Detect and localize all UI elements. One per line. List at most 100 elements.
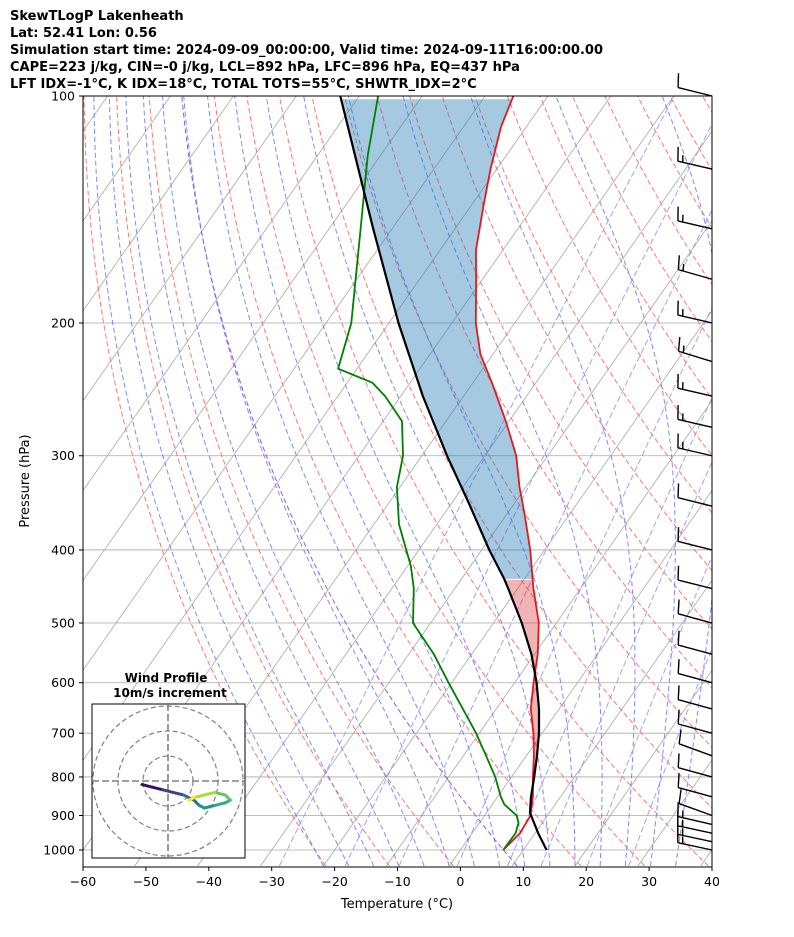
dry-adiabat-line	[278, 96, 709, 867]
y-tick-label: 900	[51, 808, 75, 823]
hodograph-segment	[140, 783, 154, 789]
indices-line-2: LFT IDX=-1°C, K IDX=18°C, TOTAL TOTS=55°…	[10, 77, 477, 92]
moist-adiabat-line	[183, 96, 450, 867]
hodograph-segment	[202, 790, 217, 797]
profile-lines	[337, 96, 548, 851]
dry-adiabat-line	[735, 96, 794, 866]
mixing-ratio-line	[628, 647, 712, 867]
hodograph-segment	[161, 788, 175, 794]
mixing-ratio-line	[586, 554, 712, 867]
wind-barb	[677, 336, 713, 363]
wind-barb	[677, 709, 713, 734]
dry-adiabat-line	[246, 96, 645, 867]
inset-title: Wind Profile	[125, 671, 208, 685]
wind-barb	[677, 405, 713, 428]
x-tick-label: 10	[515, 874, 531, 889]
isotherm-line	[83, 96, 234, 312]
wind-barb	[677, 433, 713, 457]
moist-adiabat-line	[661, 96, 712, 867]
y-tick-label: 300	[51, 448, 75, 463]
dry-adiabat-line	[376, 96, 712, 689]
x-tick-label: −20	[321, 874, 347, 889]
y-axis-ticks: 100 200 300 400 500 600 700 800 900 1000	[43, 89, 83, 858]
y-tick-label: 100	[51, 89, 75, 104]
dry-adiabat-line	[181, 96, 518, 867]
dry-adiabat-line	[474, 96, 712, 514]
wind-barb	[677, 685, 713, 710]
y-tick-label: 800	[51, 769, 75, 784]
x-tick-label: −10	[384, 874, 410, 889]
y-tick-label: 1000	[43, 843, 75, 858]
isotherm-line	[700, 849, 712, 867]
cape-cin-shading	[341, 99, 539, 813]
y-tick-label: 500	[51, 616, 75, 631]
wind-barb	[677, 599, 713, 624]
isotherm-line	[83, 96, 297, 402]
background-lines	[83, 96, 794, 867]
x-tick-label: −40	[196, 874, 222, 889]
isotherm-line	[764, 96, 794, 866]
moist-adiabat-line	[93, 96, 324, 867]
wind-barb	[677, 146, 713, 170]
hodograph-segment	[202, 803, 217, 810]
x-axis-label: Temperature (°C)	[340, 897, 453, 912]
x-tick-label: 40	[704, 874, 720, 889]
chart-title: SkewTLogP Lakenheath	[10, 9, 184, 24]
isotherm-line	[197, 130, 712, 867]
wind-barb	[677, 373, 713, 397]
y-tick-label: 400	[51, 542, 75, 557]
wind-barbs	[677, 73, 713, 851]
isotherm-line	[511, 579, 712, 867]
mixing-ratio-line	[398, 208, 712, 867]
y-tick-label: 700	[51, 726, 75, 741]
mixing-ratio-line	[344, 123, 712, 867]
x-axis-ticks: −60 −50 −40 −30 −20 −10 0 10 20 30 40	[70, 867, 720, 889]
isotherm-line	[83, 96, 108, 132]
dry-adiabat-line	[768, 96, 794, 866]
x-tick-label: −30	[259, 874, 285, 889]
wind-barb	[677, 659, 713, 684]
moist-adiabat-line	[207, 96, 475, 867]
moist-adiabat-line	[265, 96, 526, 867]
x-tick-label: 20	[578, 874, 594, 889]
indices-line-1: CAPE=223 j/kg, CIN=-0 j/kg, LCL=892 hPa,…	[10, 60, 520, 75]
moist-adiabat-line	[303, 96, 551, 867]
x-tick-label: −60	[70, 874, 96, 889]
dry-adiabat-line	[702, 96, 712, 114]
wind-barb	[678, 789, 713, 817]
hodograph-segment	[213, 790, 227, 797]
location-line: Lat: 52.41 Lon: 0.56	[10, 26, 157, 41]
x-tick-label: −50	[133, 874, 159, 889]
cin-area	[504, 579, 539, 813]
mixing-ratio-line	[456, 306, 712, 867]
dry-adiabat-line	[344, 96, 712, 749]
hodograph-inset: Wind Profile 10m/s increment	[91, 671, 246, 859]
wind-barb	[678, 729, 713, 757]
mixing-ratio-line	[540, 460, 712, 867]
hodograph-segment	[187, 796, 196, 802]
chart-header: SkewTLogP Lakenheath Lat: 52.41 Lon: 0.5…	[10, 8, 603, 93]
inset-subtitle: 10m/s increment	[113, 686, 227, 700]
wind-barb	[677, 802, 713, 826]
hodograph-segment	[213, 801, 227, 807]
dry-adiabat-line	[116, 96, 390, 867]
moist-adiabat-line	[162, 96, 425, 867]
wind-barb	[677, 753, 713, 778]
moist-adiabat-line	[234, 96, 500, 867]
isotherm-line	[83, 96, 360, 492]
mixing-ratio-line	[278, 96, 675, 867]
wind-barb	[677, 565, 713, 590]
dry-adiabat-line	[506, 96, 712, 457]
hodograph-segment	[150, 785, 165, 792]
dry-adiabat-line	[83, 96, 327, 867]
x-tick-label: 30	[641, 874, 657, 889]
isotherm-line	[323, 310, 712, 867]
hodograph-segment	[192, 793, 206, 800]
wind-barb	[677, 527, 713, 551]
isotherm-line	[385, 400, 712, 867]
x-tick-label: 0	[456, 874, 464, 889]
wind-barb	[677, 255, 713, 280]
dewpoint-profile-line	[337, 96, 520, 851]
time-line: Simulation start time: 2024-09-09_00:00:…	[10, 43, 603, 58]
